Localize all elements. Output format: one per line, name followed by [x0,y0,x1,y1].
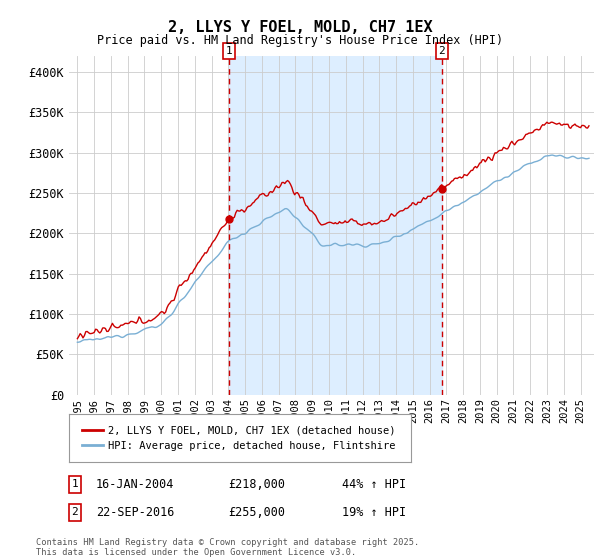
Text: £255,000: £255,000 [228,506,285,519]
Text: 1: 1 [71,479,79,489]
Text: 2: 2 [71,507,79,517]
Legend: 2, LLYS Y FOEL, MOLD, CH7 1EX (detached house), HPI: Average price, detached hou: 2, LLYS Y FOEL, MOLD, CH7 1EX (detached … [77,422,400,455]
Text: 2: 2 [439,46,445,56]
Text: 16-JAN-2004: 16-JAN-2004 [96,478,175,491]
Text: 1: 1 [226,46,232,56]
Text: £218,000: £218,000 [228,478,285,491]
Text: Contains HM Land Registry data © Crown copyright and database right 2025.
This d: Contains HM Land Registry data © Crown c… [36,538,419,557]
Bar [229,56,442,395]
Text: Price paid vs. HM Land Registry's House Price Index (HPI): Price paid vs. HM Land Registry's House … [97,34,503,46]
Text: 19% ↑ HPI: 19% ↑ HPI [342,506,406,519]
Text: 44% ↑ HPI: 44% ↑ HPI [342,478,406,491]
Text: 2, LLYS Y FOEL, MOLD, CH7 1EX: 2, LLYS Y FOEL, MOLD, CH7 1EX [167,20,433,35]
Text: 22-SEP-2016: 22-SEP-2016 [96,506,175,519]
